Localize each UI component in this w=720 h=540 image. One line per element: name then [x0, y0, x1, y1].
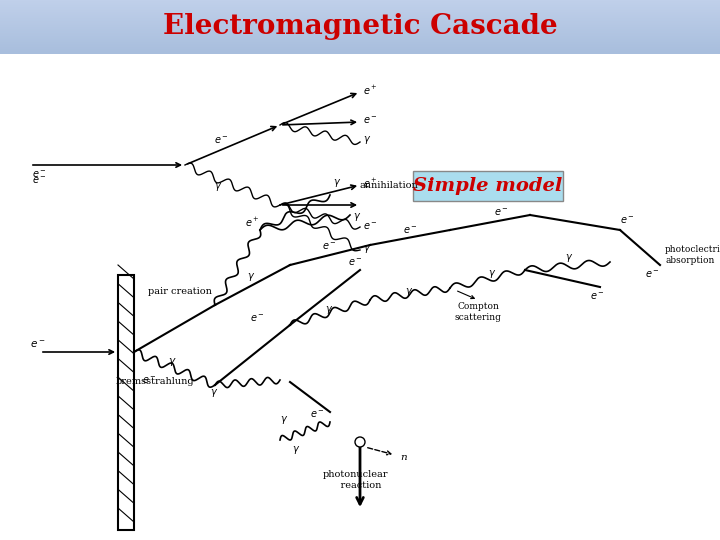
Text: $e^-$: $e^-$: [620, 214, 635, 226]
Text: $e^-$: $e^-$: [310, 408, 325, 420]
Text: $\gamma$: $\gamma$: [363, 134, 372, 146]
Text: $\gamma$: $\gamma$: [168, 356, 176, 368]
Text: $e^-$: $e^-$: [32, 170, 47, 180]
Text: $e^-$: $e^-$: [32, 174, 47, 186]
Text: $\gamma$: $\gamma$: [214, 181, 222, 193]
Text: pair creation: pair creation: [148, 287, 212, 296]
Text: $e^+$: $e^+$: [363, 177, 378, 190]
Text: $e^-$: $e^-$: [363, 114, 378, 125]
Text: annihilation: annihilation: [360, 180, 419, 190]
Circle shape: [355, 437, 365, 447]
Text: $e^-$: $e^-$: [494, 206, 509, 218]
Text: $e^+$: $e^+$: [245, 215, 260, 228]
Text: $e^-$: $e^-$: [250, 313, 265, 323]
Text: $\gamma$: $\gamma$: [247, 271, 255, 283]
Text: $\gamma$: $\gamma$: [488, 268, 496, 280]
Text: $\gamma$: $\gamma$: [353, 211, 361, 223]
Text: $e^-$: $e^-$: [590, 291, 605, 301]
Text: $e^-$: $e^-$: [142, 375, 157, 386]
Text: $\gamma$: $\gamma$: [210, 387, 218, 399]
Text: $\gamma$: $\gamma$: [363, 243, 372, 255]
Text: $e^-$: $e^-$: [322, 241, 337, 253]
Text: bremsstrahlung: bremsstrahlung: [116, 377, 194, 387]
Text: $e^-$: $e^-$: [30, 339, 45, 349]
Bar: [118, 275, 134, 530]
Text: $\gamma$: $\gamma$: [405, 286, 413, 298]
Text: photonuclear
    reaction: photonuclear reaction: [323, 470, 388, 490]
Text: $e^-$: $e^-$: [214, 134, 229, 145]
Text: $e^-$: $e^-$: [645, 269, 660, 280]
Text: $e^-$: $e^-$: [403, 225, 418, 235]
FancyBboxPatch shape: [413, 171, 562, 201]
Text: n: n: [400, 454, 407, 462]
Text: $\gamma$: $\gamma$: [292, 444, 300, 456]
Text: Simple model: Simple model: [413, 177, 562, 195]
Text: $e^-$: $e^-$: [363, 220, 378, 232]
Text: $e^+$: $e^+$: [363, 84, 378, 97]
Text: Electromagnetic Cascade: Electromagnetic Cascade: [163, 14, 557, 40]
Text: Compton
scattering: Compton scattering: [454, 302, 501, 322]
Text: $e^-$: $e^-$: [348, 256, 363, 267]
Text: $\gamma$: $\gamma$: [565, 252, 573, 264]
Text: photoclectric
absorption: photoclectric absorption: [665, 245, 720, 265]
Text: $\gamma$: $\gamma$: [280, 414, 288, 426]
Text: $\gamma$: $\gamma$: [333, 177, 341, 189]
Text: $\gamma$: $\gamma$: [325, 304, 333, 316]
